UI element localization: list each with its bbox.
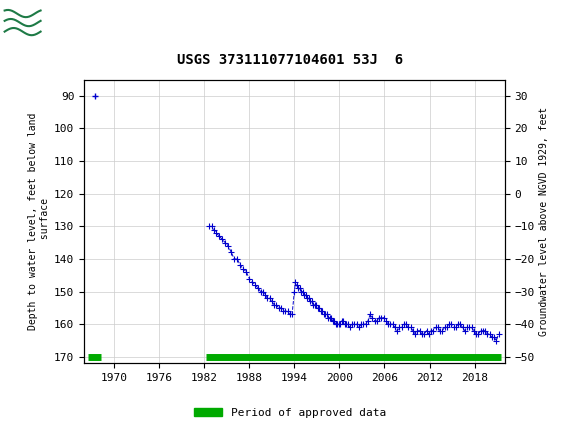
- Y-axis label: Groundwater level above NGVD 1929, feet: Groundwater level above NGVD 1929, feet: [539, 107, 549, 336]
- Legend: Period of approved data: Period of approved data: [190, 403, 390, 422]
- Y-axis label: Depth to water level, feet below land
 surface: Depth to water level, feet below land su…: [28, 113, 50, 330]
- Text: USGS: USGS: [46, 14, 102, 31]
- Text: USGS 373111077104601 53J  6: USGS 373111077104601 53J 6: [177, 53, 403, 67]
- Bar: [3, 3, 78, 42]
